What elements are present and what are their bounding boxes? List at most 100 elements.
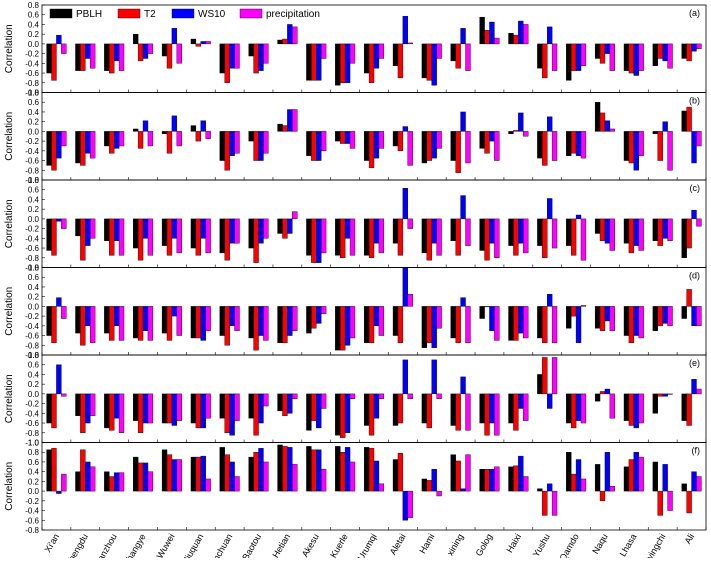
bar	[484, 469, 490, 492]
bar	[691, 471, 697, 492]
bar	[229, 218, 235, 244]
bar	[258, 448, 264, 492]
bar	[551, 306, 558, 344]
bar	[460, 28, 466, 45]
bar	[292, 464, 298, 492]
bar	[142, 218, 149, 239]
bar	[258, 131, 264, 161]
y-tick-label: -0.2	[25, 400, 39, 409]
y-tick-label: -0.2	[25, 50, 39, 59]
bar	[253, 393, 259, 436]
bar	[195, 218, 201, 256]
bar	[176, 393, 182, 421]
bar	[363, 447, 370, 492]
bar	[523, 218, 529, 254]
bar	[580, 43, 587, 66]
bar	[450, 393, 456, 426]
bar	[691, 379, 697, 395]
y-tick-label: 0.8	[28, 351, 40, 360]
bar	[667, 218, 673, 241]
y-tick-label: 0.0	[28, 487, 40, 496]
y-tick-label: 0.6	[28, 98, 40, 107]
bar	[373, 43, 380, 69]
bar	[118, 131, 125, 147]
bar	[133, 306, 139, 339]
bar	[306, 306, 312, 334]
bar	[316, 449, 322, 492]
y-tick-label: 0.4	[28, 108, 40, 117]
bar	[484, 131, 490, 154]
bar	[604, 306, 611, 322]
x-tick-label: Golog	[474, 532, 495, 558]
bar	[657, 393, 663, 397]
bar	[623, 306, 630, 336]
bar	[51, 306, 57, 344]
bar	[51, 131, 57, 171]
bar	[513, 306, 519, 341]
bar	[224, 43, 230, 83]
bar	[494, 306, 500, 341]
bar	[460, 111, 466, 132]
y-tick-label: -0.8	[25, 341, 39, 350]
x-tick-label: Qamdo	[557, 532, 580, 558]
y-tick-label: -1.0	[25, 439, 39, 448]
y-axis-label: Correlation	[4, 462, 15, 511]
bar	[344, 306, 351, 346]
bar	[686, 490, 692, 514]
bar	[147, 218, 154, 256]
bar	[363, 43, 370, 74]
y-tick-label: 0.4	[28, 195, 40, 204]
bar	[277, 444, 283, 492]
bar	[436, 131, 442, 149]
bar	[696, 476, 702, 492]
bar	[431, 359, 437, 395]
bar	[397, 452, 404, 492]
y-axis-label: Correlation	[4, 24, 15, 73]
bar	[344, 393, 351, 433]
bar	[147, 306, 154, 341]
bar	[368, 218, 375, 258]
bar	[662, 393, 668, 397]
bar	[248, 393, 254, 419]
bar	[61, 43, 67, 54]
bar	[523, 24, 529, 45]
bar	[195, 306, 201, 339]
bar	[691, 306, 697, 327]
x-tick-label: Kuerle	[328, 532, 350, 558]
legend-label: PBLH	[76, 9, 102, 20]
bar	[258, 306, 264, 336]
bar	[311, 449, 317, 492]
bar	[580, 218, 587, 261]
bar	[373, 393, 380, 419]
bar	[537, 306, 543, 339]
bar	[551, 43, 558, 71]
bar	[80, 218, 86, 261]
bar	[229, 393, 235, 436]
bar	[537, 218, 543, 246]
bar	[234, 393, 240, 421]
bar	[56, 297, 62, 307]
bar	[142, 306, 149, 331]
y-tick-label: -0.8	[25, 79, 39, 88]
x-tick-label: Hami	[417, 532, 436, 555]
bar	[133, 33, 139, 45]
bar	[575, 43, 582, 71]
bar	[363, 218, 370, 256]
bar	[277, 393, 283, 412]
y-tick-label: -0.4	[25, 234, 39, 243]
bar	[51, 448, 57, 492]
bar	[460, 376, 466, 395]
bar	[431, 131, 437, 159]
x-tick-label: Xi'an	[43, 532, 62, 554]
y-tick-label: 0.0	[28, 40, 40, 49]
bar	[479, 218, 485, 251]
bar	[523, 476, 529, 492]
y-tick-label: -0.6	[25, 332, 39, 341]
bar	[686, 43, 692, 62]
bar	[161, 218, 168, 246]
bar	[580, 131, 587, 159]
bar	[686, 289, 692, 307]
panel-annotation: (d)	[689, 271, 700, 281]
panel-annotation: (a)	[689, 8, 700, 18]
bar	[421, 131, 428, 164]
